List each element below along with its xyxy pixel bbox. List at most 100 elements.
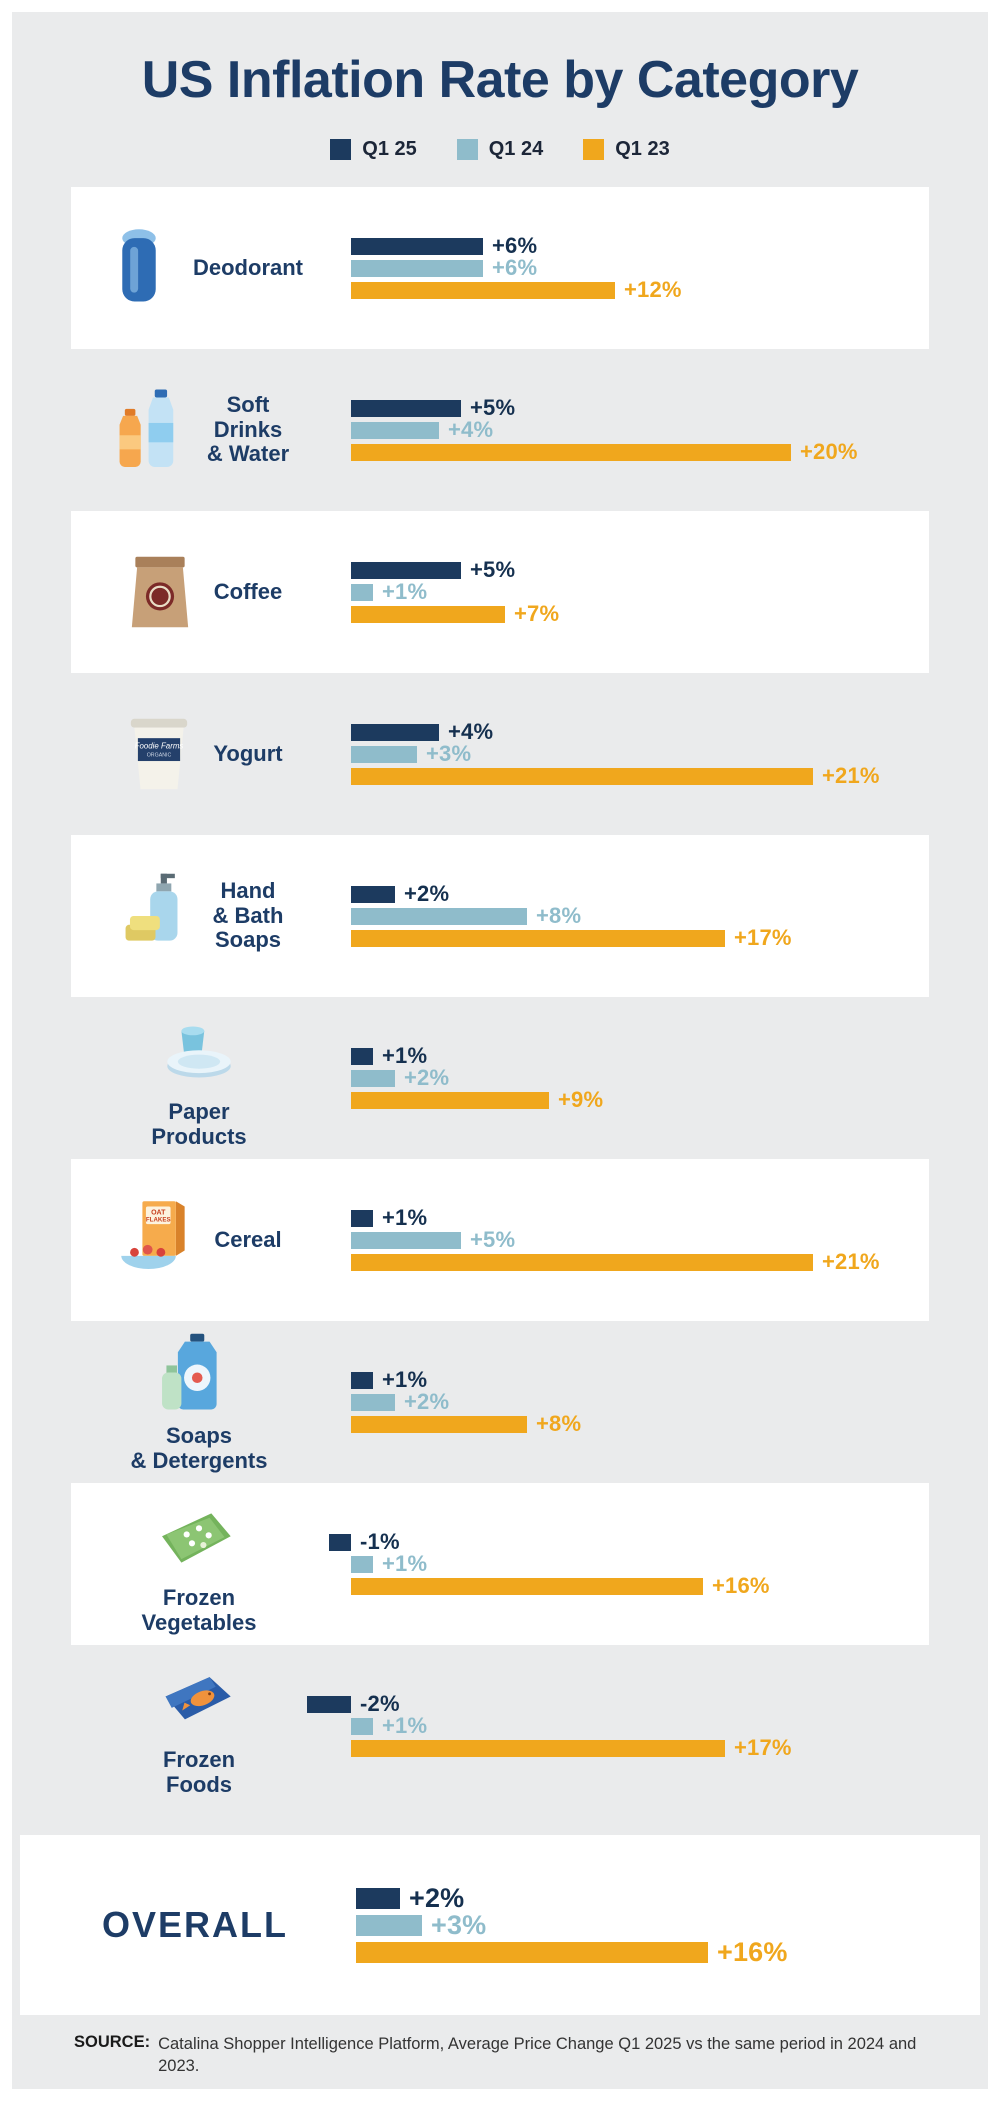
bar-line: +17%	[305, 1735, 903, 1760]
bar-group: +2% +3% +16%	[310, 1882, 950, 1969]
legend-item: Q1 24	[456, 138, 543, 161]
bar-value: +2%	[404, 881, 450, 906]
bar-q1-24	[351, 1231, 461, 1249]
bar-value: +20%	[800, 439, 858, 464]
bar-value: +3%	[431, 1909, 487, 1940]
category-header: Soaps & Detergents	[93, 1330, 305, 1473]
coffee-icon	[116, 546, 204, 638]
bar-line: -2%	[305, 1691, 903, 1716]
bar-line: +1%	[305, 1713, 903, 1738]
legend-item: Q1 25	[330, 138, 417, 161]
bar-value: +1%	[382, 1205, 428, 1230]
bar-value: +1%	[382, 1551, 428, 1576]
bar-q1-23	[351, 929, 725, 947]
bar-q1-25	[351, 237, 483, 255]
deodorant-icon	[95, 222, 183, 314]
category-header: Coffee	[93, 546, 305, 638]
bar-group: +4% +3% +21%	[305, 719, 903, 790]
bar-value: +2%	[404, 1389, 450, 1414]
bar-group: +1% +2% +8%	[305, 1367, 903, 1438]
bar-q1-24	[356, 1914, 422, 1936]
category-header: Foodie Farms ORGANIC Yogurt	[93, 708, 305, 800]
bar-line: +2%	[305, 1389, 903, 1414]
category-row: Frozen Foods -2% +1% +17%	[71, 1645, 929, 1807]
legend-swatch	[330, 139, 352, 160]
svg-text:FLAKES: FLAKES	[146, 1217, 171, 1224]
bar-line: +5%	[305, 395, 903, 420]
bar-q1-24	[351, 1069, 395, 1087]
bar-value: +6%	[492, 233, 538, 258]
bar-group: +1% +5% +21%	[305, 1205, 903, 1276]
bar-line: +3%	[305, 741, 903, 766]
bar-q1-23	[351, 1091, 549, 1109]
bar-value: +2%	[404, 1065, 450, 1090]
category-label: Soaps & Detergents	[130, 1423, 268, 1473]
category-label: OVERALL	[101, 1903, 288, 1945]
bar-q1-23	[351, 1253, 813, 1271]
bar-line: +3%	[310, 1910, 950, 1940]
bar-q1-24	[351, 583, 373, 601]
infographic-canvas: US Inflation Rate by Category Q1 25 Q1 24…	[12, 12, 988, 2089]
bar-q1-24	[351, 1393, 395, 1411]
bar-value: +4%	[448, 719, 494, 744]
svg-text:OAT: OAT	[151, 1209, 166, 1216]
category-header: Frozen Vegetables	[93, 1492, 305, 1635]
category-label: Coffee	[213, 578, 283, 604]
bar-q1-25	[351, 1209, 373, 1227]
category-row: Deodorant +6% +6% +12%	[71, 187, 929, 349]
bar-q1-23	[351, 767, 813, 785]
bar-q1-25	[351, 885, 395, 903]
source-text: Catalina Shopper Intelligence Platform, …	[158, 2035, 917, 2076]
cereal-icon: OAT FLAKES	[116, 1194, 204, 1286]
bar-line: +7%	[305, 601, 903, 626]
bar-line: +1%	[305, 1043, 903, 1068]
category-row: Foodie Farms ORGANIC Yogurt +4% +3% +21%	[71, 673, 929, 835]
yogurt-icon: Foodie Farms ORGANIC	[115, 708, 203, 800]
bar-line: +21%	[305, 1249, 903, 1274]
bar-line: +8%	[305, 903, 903, 928]
category-label: Soft Drinks & Water	[206, 392, 290, 467]
bar-value: +1%	[382, 1367, 428, 1392]
category-row: Soaps & Detergents +1% +2% +8%	[71, 1321, 929, 1483]
bar-line: +17%	[305, 925, 903, 950]
bar-group: +1% +2% +9%	[305, 1043, 903, 1114]
bar-line: +12%	[305, 277, 903, 302]
soaps-icon	[115, 870, 203, 962]
bar-q1-24	[351, 745, 417, 763]
category-row: OAT FLAKES Cereal +1% +5% +21%	[71, 1159, 929, 1321]
bar-q1-24	[351, 1555, 373, 1573]
bar-value: +8%	[536, 903, 582, 928]
bar-line: +16%	[305, 1573, 903, 1598]
bar-line: +4%	[305, 719, 903, 744]
bar-q1-25	[329, 1533, 351, 1551]
bar-q1-23	[351, 605, 505, 623]
category-header: OVERALL	[80, 1903, 310, 1945]
bar-line: +5%	[305, 557, 903, 582]
bar-value: +17%	[734, 1735, 792, 1760]
category-header: Frozen Foods	[93, 1654, 305, 1797]
bar-q1-25	[351, 723, 439, 741]
category-label: Frozen Foods	[162, 1747, 236, 1797]
source-label: SOURCE:	[74, 2033, 151, 2051]
bar-line: +5%	[305, 1227, 903, 1252]
bar-value: +1%	[382, 1713, 428, 1738]
bar-line: +20%	[305, 439, 903, 464]
bar-line: +1%	[305, 1551, 903, 1576]
bar-line: +1%	[305, 1205, 903, 1230]
category-label: Paper Products	[151, 1099, 247, 1149]
category-label: Frozen Vegetables	[141, 1585, 257, 1635]
category-row: Soft Drinks & Water +5% +4% +20%	[71, 349, 929, 511]
bar-q1-23	[351, 443, 791, 461]
bar-group: -1% +1% +16%	[305, 1529, 903, 1600]
bar-value: +6%	[492, 255, 538, 280]
bar-value: +16%	[717, 1936, 788, 1967]
frozen-vegetables-icon	[155, 1492, 243, 1584]
bar-q1-24	[351, 259, 483, 277]
bar-value: +1%	[382, 1043, 428, 1068]
bar-q1-23	[351, 1415, 527, 1433]
bar-q1-23	[351, 1739, 725, 1757]
bar-line: +8%	[305, 1411, 903, 1436]
svg-text:Foodie Farms: Foodie Farms	[135, 742, 184, 751]
detergents-icon	[155, 1330, 243, 1422]
